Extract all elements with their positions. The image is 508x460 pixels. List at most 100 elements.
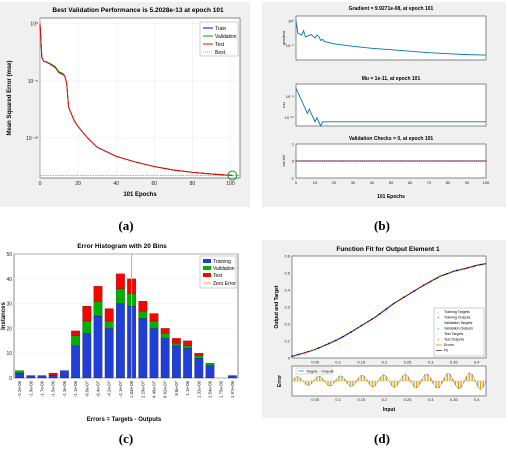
training-bar [71,345,80,379]
validation-bar [93,301,103,317]
fit-target-marker [344,334,347,337]
fit-target-marker [363,322,366,325]
fit-target-marker [349,331,352,333]
training-state-title-0: Gradient = 9.9271e-08, at epoch 101 [349,6,434,12]
validation-bar [205,363,215,366]
validation-checks-marker [338,160,341,162]
histogram-xtick: 6.62e-07 [163,380,168,398]
training-state-axes-0 [295,15,487,61]
validation-checks-marker [325,160,328,162]
fit-legend-3: Validation Outputs [444,327,473,331]
function-fit-ylabel: Output and Target [274,285,280,328]
fit-target-marker [452,270,455,273]
validation-checks-marker [467,160,470,162]
legend-validation-label: Validation [215,34,237,40]
test-bar [71,330,80,336]
fit-legend-7: Fit [444,349,448,353]
function-fit-ticks: 0 0.1 0.2 0.3 0.4 0.5 0.6 0.05 0.1 0.15 0.2 0.25 0.3… [284,254,480,403]
validation-checks-marker [447,160,449,162]
validation-checks-marker [334,160,337,162]
histogram-bars [15,254,237,379]
performance-ylabel: Mean Squared Error (mse) [7,60,13,135]
fit-target-marker [410,292,412,294]
fit-target-marker [482,263,485,265]
validation-checks-marker [401,160,404,162]
training-state-xtick: 80 [446,180,451,185]
validation-checks-marker [382,160,385,162]
histogram-title: Error Histogram with 20 Bins [77,243,167,250]
validation-checks-marker [462,160,465,162]
error-xtick: 0.15 [357,397,366,402]
histogram-xtick: -8.6e-07 [84,380,89,397]
validation-checks-marker [342,160,345,162]
function-fit-xtick: 0.05 [311,360,320,365]
training-bar [149,328,159,379]
histogram-xtick: -2.1e-07 [118,380,123,397]
validation-checks-marker [445,160,447,162]
fit-target-marker [413,289,416,292]
caption-d: (d) [374,431,390,446]
caption-a: (a) [118,218,133,233]
performance-xtick: 60 [152,181,158,187]
training-state-xtick: 70 [427,180,432,185]
validation-checks-marker [412,160,415,162]
validation-checks-marker [321,160,324,162]
function-fit-legend-box [433,307,485,357]
histogram-xtick: 8.8e-07 [174,380,179,395]
fit-target-marker [334,339,337,342]
validation-checks-marker [454,160,457,162]
training-state-line-0 [295,20,487,56]
error-curve [291,372,487,390]
error-histogram-panel: Error Histogram with 20 Bins 0 10 20 30 40 50… [1,243,239,446]
validation-checks-marker [450,160,453,162]
training-state-ytick: -1 [290,176,294,181]
validation-checks-marker [310,160,313,162]
histogram-xtick: 4.49e-07 [152,380,157,398]
validation-checks-marker [372,160,375,162]
validation-checks-marker [312,160,314,162]
fit-target-marker [293,354,296,357]
training-bar [138,318,148,379]
fit-target-marker [416,287,419,290]
histogram-xtick: 1.54e-06 [208,380,213,398]
performance-ytick: 10⁻¹⁰ [26,136,38,142]
validation-bar [82,320,92,334]
fit-target-marker [303,351,306,354]
fit-target-marker [396,300,398,303]
validation-bar [138,310,148,319]
validation-checks-marker [333,160,335,162]
training-bar [205,365,215,379]
performance-xtick: 20 [75,181,81,187]
validation-checks-marker [422,160,425,162]
function-fit-xtick: 0.35 [450,360,459,365]
fit-target-marker [427,281,430,284]
performance-ytick: 10⁰ [30,22,38,28]
validation-checks-marker [458,160,461,162]
fit-target-marker [392,302,395,305]
validation-checks-marker [479,160,482,162]
performance-title: Best Validation Performance is 5.2028e-1… [52,7,224,14]
function-fit-xtick: 0.15 [357,360,366,365]
validation-checks-marker [336,160,339,162]
fit-target-marker [321,345,323,348]
histogram-xtick: 1.32e-06 [196,380,201,398]
fit-target-marker [478,264,480,266]
histogram-ytick: 0 [9,376,12,382]
fit-target-marker [456,269,459,272]
validation-checks-marker [300,160,303,162]
validation-checks-marker [304,160,307,162]
error-xtick: 0.1 [335,397,341,402]
fit-target-marker [310,349,313,352]
training-state-ytick: 10⁻¹⁰ [285,115,295,120]
error-xtick: 0.25 [404,397,413,402]
validation-checks-marker [346,160,349,162]
fit-target-marker [378,312,381,315]
validation-checks-marker [371,160,373,162]
validation-checks-marker [473,160,476,162]
legend-validation-swatch-c [203,266,211,270]
validation-checks-marker [475,160,478,162]
validation-checks-marker [397,160,400,162]
validation-checks-marker [355,160,358,162]
validation-checks-marker [317,160,320,162]
histogram-xtick: -1.7e-06 [40,380,45,397]
